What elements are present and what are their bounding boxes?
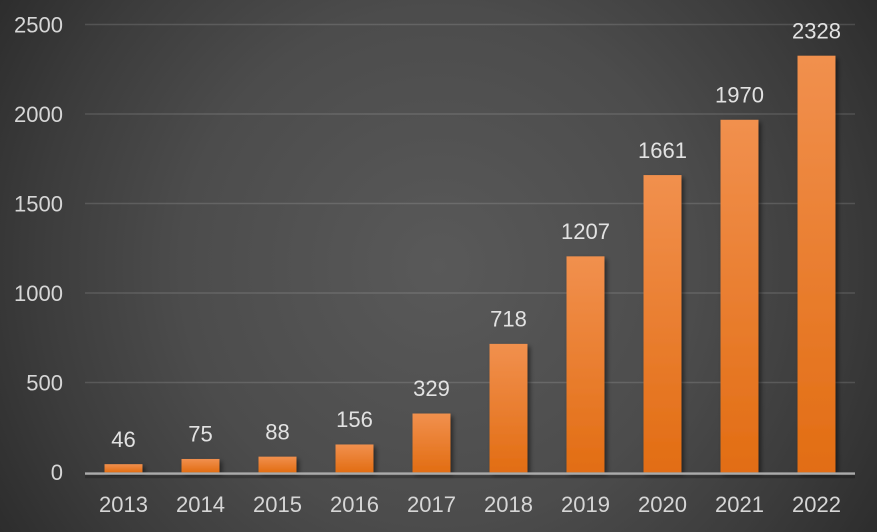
svg-text:88: 88 (265, 419, 289, 444)
svg-text:2021: 2021 (715, 492, 764, 517)
svg-text:329: 329 (413, 376, 450, 401)
svg-text:0: 0 (51, 460, 63, 485)
svg-text:1000: 1000 (14, 281, 63, 306)
svg-text:46: 46 (111, 427, 135, 452)
svg-text:500: 500 (26, 371, 63, 396)
svg-text:2013: 2013 (99, 492, 148, 517)
svg-text:2020: 2020 (638, 492, 687, 517)
svg-text:718: 718 (490, 307, 527, 332)
svg-text:1970: 1970 (715, 83, 764, 108)
svg-text:2022: 2022 (792, 492, 841, 517)
svg-text:2328: 2328 (792, 18, 841, 43)
svg-text:2500: 2500 (14, 13, 63, 38)
svg-text:156: 156 (336, 407, 373, 432)
svg-text:2019: 2019 (561, 492, 610, 517)
svg-text:2018: 2018 (484, 492, 533, 517)
svg-text:1207: 1207 (561, 219, 610, 244)
svg-text:2014: 2014 (176, 492, 225, 517)
svg-text:1500: 1500 (14, 192, 63, 217)
svg-text:2016: 2016 (330, 492, 379, 517)
svg-text:1661: 1661 (638, 138, 687, 163)
svg-text:2015: 2015 (253, 492, 302, 517)
svg-text:2000: 2000 (14, 102, 63, 127)
svg-text:75: 75 (188, 422, 212, 447)
svg-text:2017: 2017 (407, 492, 456, 517)
